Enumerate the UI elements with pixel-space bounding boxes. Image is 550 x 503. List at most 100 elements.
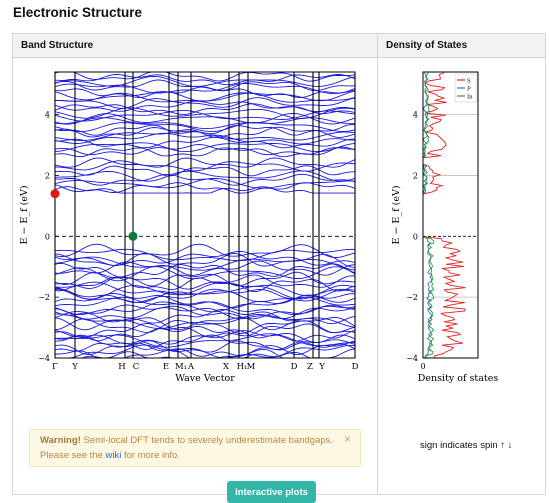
kpoint-label: M₁ [175,362,187,372]
y-tick-label: −4 [38,354,50,363]
y-axis-label: E − E_f (eV) [19,185,30,244]
vbm-marker [128,231,138,241]
y-tick-label: −2 [38,293,50,302]
legend-label: P [467,87,471,93]
band-line [54,276,356,293]
dos-curve-p [422,72,433,359]
band-line [54,317,356,331]
spin-note: sign indicates spin ↑ ↓ [420,440,513,451]
band-line [54,284,356,300]
band-line [55,160,356,172]
band-line [54,136,355,149]
band-line [54,109,356,122]
kpoint-label: D [291,362,298,372]
kpoint-label: A [187,362,195,372]
band-line [54,100,356,113]
warning-text-2: for more info. [121,449,180,461]
band-line [55,289,356,303]
band-line [54,182,356,194]
band-line [54,243,356,258]
band-line [54,248,356,262]
band-line [54,121,356,133]
legend-label: S [467,79,471,85]
electronic-structure-panel: Band Structure Density of States −4 −2 0 2 4… [12,33,546,503]
band-line [54,340,356,356]
y-tick-label: 2 [45,171,50,180]
x-axis-label: Wave Vector [175,373,235,384]
band-line [54,165,355,177]
band-line [55,173,356,186]
dos-header: Density of States [378,34,545,58]
band-line [54,266,356,282]
band-line [54,333,355,348]
band-structure-cell: −4 −2 0 2 4 Γ Y H C E M₁ A X H₁ M D Z Y D Wave Vector E − E_… [13,58,378,503]
dos-y-axis-label: E − E_f (eV) [391,185,402,244]
kpoint-label: D [352,362,359,372]
band-line [54,126,356,138]
kpoint-label: H [118,362,125,372]
band-line [54,260,356,276]
dos-y-tick-label: 0 [413,232,418,241]
interactive-plots-button[interactable]: Interactive plots [227,481,316,503]
dos-chart[interactable]: −4 −2 0 2 4 0 Density of states E − E_f (eV) SP… [378,58,545,403]
dos-y-tick-label: −4 [406,354,418,363]
legend-label: In [467,95,473,101]
kpoint-label: Y [71,362,78,372]
band-line [54,250,356,266]
band-line [54,90,356,102]
kpoint-label: Γ [52,362,58,372]
dos-y-tick-label: 4 [413,111,418,120]
band-line [54,323,356,339]
kpoint-label: E [163,362,169,372]
bandgap-warning: Warning! Semi-local DFT tends to severel… [29,429,361,467]
band-line [54,79,356,92]
band-line [54,83,356,95]
band-line [54,144,356,156]
y-tick-label: 0 [45,232,50,241]
band-line [54,124,356,136]
band-line [54,252,356,268]
dos-x-tick-label: 0 [420,362,425,371]
band-structure-header: Band Structure [13,34,378,58]
kpoint-label: Z [307,362,313,372]
band-line [54,107,356,119]
dos-plot-frame [422,71,479,359]
band-line [54,157,356,168]
band-line [54,281,356,297]
band-line [54,274,356,290]
band-line [54,86,356,99]
page-title: Electronic Structure [13,5,143,20]
cbm-marker [50,189,60,199]
dos-y-tick-label: −2 [406,293,418,302]
dos-legend-box [454,73,478,103]
dos-curve-s [422,72,466,359]
kpoint-label: X [223,362,230,372]
band-line [54,186,355,194]
dos-y-tick-label: 2 [413,171,418,180]
close-icon[interactable]: × [343,432,351,446]
band-line [54,71,356,82]
band-plot-frame [54,71,356,359]
band-line [54,307,356,320]
kpoint-label: H₁ [237,362,248,372]
kpoint-label: M [247,362,256,372]
wiki-link[interactable]: wiki [105,449,122,461]
band-line [54,301,356,316]
dos-x-axis-label: Density of states [418,373,499,384]
band-line [54,146,356,158]
band-line [54,142,356,153]
band-line [54,97,356,109]
band-line [54,117,355,130]
band-line [54,103,356,115]
warning-strong: Warning! [40,435,81,446]
band-line [54,74,356,86]
y-tick-label: 4 [45,111,50,120]
kpoint-label: Y [318,362,325,372]
warning-text-1: Semi-local DFT tends to severely underes… [40,435,334,461]
band-line [54,271,356,287]
band-line [54,75,356,87]
band-line [54,325,356,342]
band-line [54,304,356,320]
